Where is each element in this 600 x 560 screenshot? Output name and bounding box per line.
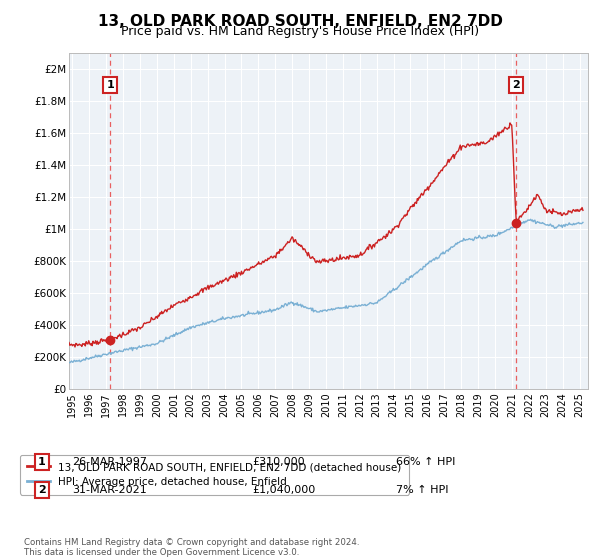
Text: 2: 2: [512, 80, 520, 90]
Text: 1: 1: [106, 80, 114, 90]
Text: Price paid vs. HM Land Registry's House Price Index (HPI): Price paid vs. HM Land Registry's House …: [121, 25, 479, 38]
Text: £1,040,000: £1,040,000: [252, 485, 315, 495]
Text: 66% ↑ HPI: 66% ↑ HPI: [396, 457, 455, 467]
Legend: 13, OLD PARK ROAD SOUTH, ENFIELD, EN2 7DD (detached house), HPI: Average price, : 13, OLD PARK ROAD SOUTH, ENFIELD, EN2 7D…: [20, 455, 409, 494]
Text: 2: 2: [38, 485, 46, 495]
Text: 7% ↑ HPI: 7% ↑ HPI: [396, 485, 449, 495]
Text: £310,000: £310,000: [252, 457, 305, 467]
Text: 31-MAR-2021: 31-MAR-2021: [72, 485, 147, 495]
Text: 13, OLD PARK ROAD SOUTH, ENFIELD, EN2 7DD: 13, OLD PARK ROAD SOUTH, ENFIELD, EN2 7D…: [98, 14, 502, 29]
Text: 26-MAR-1997: 26-MAR-1997: [72, 457, 147, 467]
Text: Contains HM Land Registry data © Crown copyright and database right 2024.
This d: Contains HM Land Registry data © Crown c…: [24, 538, 359, 557]
Text: 1: 1: [38, 457, 46, 467]
